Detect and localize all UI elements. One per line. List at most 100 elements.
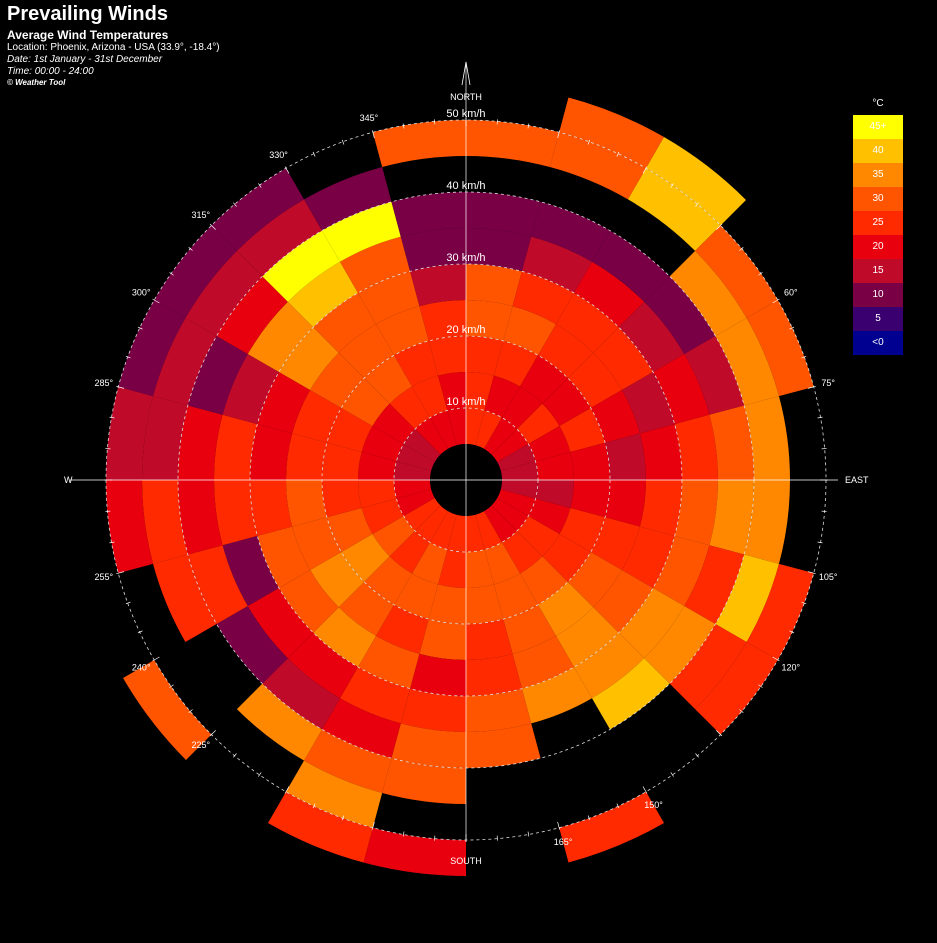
wind-cell: [340, 667, 411, 724]
angle-tick: [789, 630, 795, 634]
wind-cell: [559, 97, 664, 169]
angle-tick: [527, 123, 530, 129]
wind-cell: [118, 300, 186, 397]
angle-label: 330°: [269, 150, 288, 160]
wind-cell: [358, 271, 420, 325]
legend-item: 10: [853, 283, 903, 307]
angle-tick: [152, 656, 160, 662]
legend-item: 20: [853, 235, 903, 259]
wind-cell: [592, 658, 670, 730]
wind-cell: [744, 396, 790, 480]
wind-cell: [531, 201, 610, 262]
angle-tick: [209, 223, 216, 230]
wind-cell: [394, 480, 432, 499]
wind-cell: [313, 607, 376, 668]
wind-cell: [621, 372, 675, 434]
wind-cell: [535, 480, 574, 508]
angle-tick: [807, 385, 816, 389]
wind-cell: [106, 480, 154, 574]
chart-labels: 10 km/h 20 km/h 30 km/h 40 km/h 50 km/h NORTH…: [64, 92, 869, 866]
wind-cell: [559, 791, 664, 863]
wind-cell: [287, 632, 358, 699]
angle-tick: [233, 202, 237, 207]
wind-cell: [503, 604, 556, 654]
angle-tick: [758, 684, 763, 688]
wind-cell: [236, 199, 322, 277]
wind-cell: [286, 480, 327, 527]
legend-item: <0: [853, 331, 903, 355]
wind-cell: [528, 498, 571, 534]
wind-cell: [497, 489, 536, 516]
wind-cell: [556, 292, 619, 353]
wind-cell: [394, 340, 439, 387]
wind-cell: [106, 386, 154, 480]
angle-tick: [152, 298, 160, 304]
wind-cell: [415, 505, 448, 543]
angle-tick: [312, 151, 316, 157]
wind-cell: [292, 390, 342, 443]
wind-cell: [746, 300, 814, 397]
angle-tick: [817, 416, 823, 419]
wind-cell: [497, 444, 536, 471]
angle-tick: [258, 772, 262, 777]
wind-cell: [466, 688, 532, 732]
wind-cell: [466, 408, 485, 446]
wind-cell: [695, 642, 778, 735]
chart-subtitle: Average Wind Temperatures: [7, 28, 169, 42]
wind-cell: [709, 405, 754, 480]
north-arrow-icon: [461, 61, 471, 86]
wind-cell: [493, 573, 538, 620]
speed-label: 50 km/h: [446, 108, 485, 120]
wind-cell: [709, 480, 754, 555]
wind-cell: [542, 534, 591, 582]
wind-cell: [466, 300, 513, 341]
wind-cell: [744, 480, 791, 564]
wind-cell: [466, 371, 494, 411]
angle-tick: [801, 355, 807, 359]
wind-cell: [484, 542, 520, 585]
wind-cell: [247, 301, 314, 372]
wind-cell: [542, 378, 591, 426]
wind-cell: [593, 327, 654, 390]
wind-cell: [438, 372, 466, 411]
wind-cell: [304, 729, 392, 793]
angle-tick: [371, 821, 375, 830]
wind-cell: [364, 556, 412, 605]
wind-cells: [106, 97, 814, 876]
wind-cell: [538, 581, 594, 636]
wind-cell: [466, 514, 485, 552]
angle-tick: [258, 183, 262, 188]
speed-label: 30 km/h: [446, 252, 485, 264]
wind-cell: [357, 480, 397, 508]
wind-cell: [538, 324, 594, 379]
wind-cell: [216, 276, 288, 354]
legend-item: 15: [853, 259, 903, 283]
wind-cell: [621, 526, 675, 588]
angle-tick: [371, 130, 375, 139]
angle-tick: [137, 630, 143, 634]
wind-cell: [154, 225, 237, 318]
wind-cell: [570, 480, 610, 518]
wind-cell: [500, 461, 538, 480]
wind-cell: [389, 386, 430, 430]
angle-tick: [137, 326, 143, 330]
wind-cell: [570, 442, 610, 480]
angle-tick: [758, 272, 763, 276]
wind-cell: [142, 480, 188, 564]
wind-cell: [361, 498, 404, 534]
temperature-legend: °C 45+ 40 35 30 25 20 15 10 5 <0: [853, 97, 903, 355]
chart-header: Prevailing Winds Average Wind Temperatur…: [7, 2, 220, 88]
wind-cell: [322, 480, 362, 518]
wind-cell: [428, 336, 466, 376]
angle-tick: [716, 730, 723, 737]
wind-cell: [257, 372, 311, 434]
wind-cell: [123, 660, 212, 761]
wind-cell: [644, 276, 716, 354]
wind-cell: [403, 498, 441, 531]
legend-item: 5: [853, 307, 903, 331]
angle-tick: [772, 298, 780, 304]
wind-cell: [403, 429, 441, 462]
wind-cell: [715, 318, 779, 406]
wind-cell: [372, 120, 466, 168]
speed-label: 10 km/h: [446, 396, 485, 408]
